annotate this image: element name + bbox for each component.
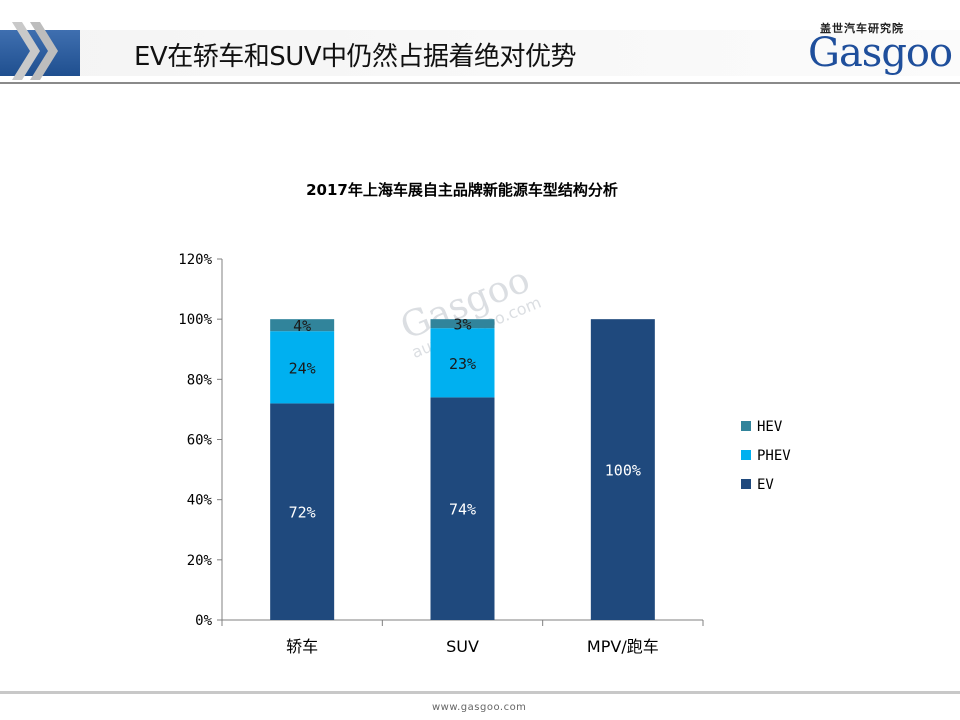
chevron-icon <box>12 22 58 80</box>
y-tick-label: 20% <box>187 553 213 569</box>
stacked-bar-chart: 2017年上海车展自主品牌新能源车型结构分析 0% 20% 40% 60% 80% 100%… <box>178 181 791 656</box>
y-tick-label: 100% <box>178 312 212 328</box>
legend-label-hev: HEV <box>757 419 783 435</box>
y-tick-label: 60% <box>187 433 213 449</box>
data-label: 72% <box>289 504 316 522</box>
data-label: 3% <box>453 316 471 334</box>
legend-swatch-hev <box>741 421 751 431</box>
bar-segment-phev <box>430 328 495 398</box>
bar-segment-hev <box>270 319 335 332</box>
legend-label-phev: PHEV <box>757 448 791 464</box>
legend-swatch-phev <box>741 450 751 460</box>
y-tick-label: 0% <box>195 613 212 629</box>
x-category-label: SUV <box>446 637 479 656</box>
data-label: 23% <box>449 355 476 373</box>
y-tick-label: 80% <box>187 372 213 388</box>
y-tick-label: 40% <box>187 493 213 509</box>
x-category-label: 轿车 <box>286 637 318 656</box>
y-tick-label: 120% <box>178 252 212 268</box>
x-category-label: MPV/跑车 <box>587 637 659 656</box>
legend-swatch-ev <box>741 479 751 489</box>
chart-title: 2017年上海车展自主品牌新能源车型结构分析 <box>306 181 618 199</box>
data-label: 24% <box>289 359 316 377</box>
data-label: 4% <box>293 317 311 335</box>
bar-segment-phev <box>270 331 335 404</box>
bar-segment-ev <box>430 397 495 620</box>
footer-divider <box>0 691 960 694</box>
data-label: 74% <box>449 501 476 519</box>
bar-segment-ev <box>270 403 335 620</box>
slide-header: EV在轿车和SUV中仍然占据着绝对优势 盖世汽车研究院 Gasgoo <box>0 0 960 86</box>
logo-wordmark: Gasgoo <box>808 30 953 76</box>
header-band <box>0 30 960 76</box>
bar-segment-hev <box>430 319 495 329</box>
header-divider <box>0 82 960 84</box>
legend-label-ev: EV <box>757 477 774 493</box>
data-label: 100% <box>605 462 641 480</box>
slide-title: EV在轿车和SUV中仍然占据着绝对优势 <box>134 42 577 72</box>
gasgoo-logo: 盖世汽车研究院 Gasgoo <box>790 20 953 82</box>
footer-url: www.gasgoo.com <box>432 702 527 713</box>
logo-cn-text: 盖世汽车研究院 <box>820 22 904 35</box>
bar-segment-ev <box>590 319 655 620</box>
